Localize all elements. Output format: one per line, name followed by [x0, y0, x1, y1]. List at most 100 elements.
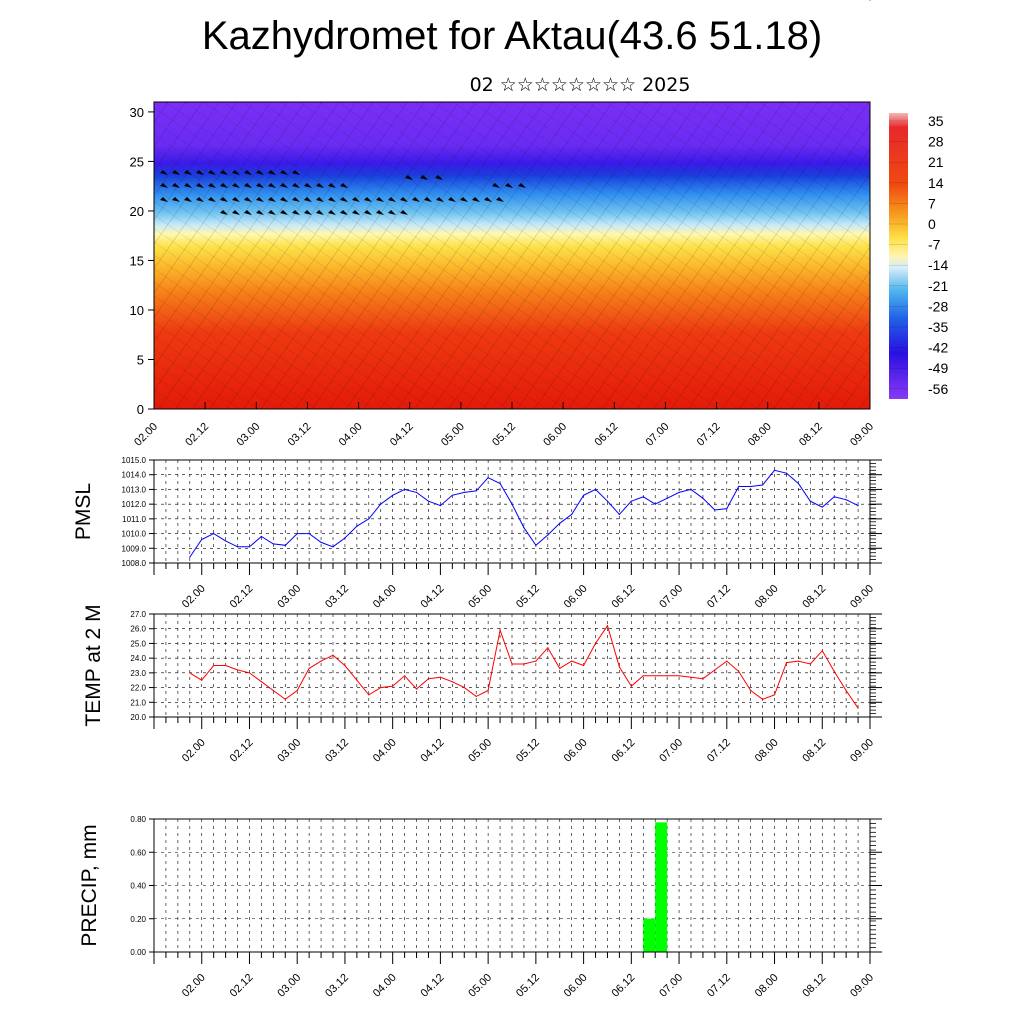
colorbar-label: 0 — [928, 216, 936, 232]
pmsl-data-point — [308, 532, 310, 535]
wind-barb-pennant — [340, 197, 348, 202]
x-tick-label: 07.12 — [705, 737, 733, 765]
pmsl-data-point — [630, 500, 632, 502]
wind-barb-pennant — [280, 183, 288, 188]
temp-frame — [153, 613, 871, 718]
wind-barb-pennant — [208, 197, 216, 202]
wind-barb-pennant — [172, 183, 180, 188]
wind-barb-pennant — [280, 170, 288, 175]
pmsl-data-point — [344, 537, 346, 539]
x-tick-label: 08.12 — [800, 583, 828, 611]
x-tick-label: 04.12 — [419, 737, 447, 765]
temp-data-point — [523, 663, 525, 665]
temp-data-point — [678, 675, 680, 677]
precip-panel: 0.00 0.20 0.40 0.60 0.80 PRECIP, mm 02.00 02.12… — [78, 815, 882, 1000]
y-tick-label: 1014.0 — [122, 471, 147, 480]
pmsl-data-point — [404, 488, 406, 491]
y-tick-label: 0.60 — [130, 848, 146, 857]
temp-data-point — [618, 666, 621, 668]
temp-data-point — [594, 642, 597, 645]
wind-barb-pennant — [376, 210, 384, 215]
temp-data-point — [320, 660, 322, 662]
temp-data-point — [439, 676, 441, 678]
x-tick-label: 05.00 — [466, 972, 494, 1000]
temp-data-point — [499, 629, 501, 631]
y-tick-label: 25.0 — [130, 639, 146, 648]
pmsl-data-point — [201, 538, 203, 541]
pmsl-data-point — [618, 513, 621, 516]
wind-barb-pennant — [352, 210, 360, 215]
wind-barb-pennant — [232, 170, 240, 175]
pmsl-y-axis-label: PMSL — [72, 483, 95, 540]
x-tick-label: 03.12 — [323, 972, 351, 1000]
temp-data-point — [284, 698, 286, 700]
x-tick-label: 07.00 — [657, 737, 685, 765]
x-tick-label: 06.12 — [610, 583, 638, 611]
temp-data-point — [547, 647, 549, 649]
pmsl-data-point — [583, 494, 585, 496]
pmsl-data-point — [368, 518, 370, 520]
wind-barb-pennant — [316, 183, 324, 188]
pmsl-data-point — [797, 482, 800, 485]
profile-panel: 0 5 10 15 20 25 30 02.00 02.12 03.00 03.12 04.00 04… — [130, 101, 876, 449]
pmsl-data-point — [666, 497, 668, 499]
pmsl-data-point — [487, 477, 489, 479]
wind-barb-pennant — [400, 197, 408, 202]
temp-data-point — [666, 675, 668, 677]
x-tick-label: 02.12 — [228, 583, 256, 611]
profile-x-tick-label: 03.12 — [286, 421, 314, 449]
x-tick-label: 04.12 — [419, 972, 447, 1000]
profile-y-tick-label: 30 — [130, 105, 144, 120]
wind-barb-pennant — [292, 183, 300, 188]
x-tick-label: 05.00 — [466, 737, 494, 765]
profile-y-tick-label: 25 — [130, 154, 144, 169]
wind-barb-pennant — [340, 210, 348, 215]
x-tick-label: 08.00 — [753, 737, 781, 765]
x-tick-label: 03.12 — [323, 737, 351, 765]
wind-barb-pennant — [184, 197, 192, 202]
temp-data-point — [427, 678, 430, 680]
y-tick-label: 26.0 — [130, 625, 146, 634]
temp-data-point — [272, 689, 274, 692]
pmsl-data-point — [559, 522, 561, 524]
pmsl-data-point — [702, 497, 704, 499]
temp-data-point — [654, 675, 656, 677]
wind-barb-pennant — [304, 183, 312, 188]
wind-barb-pennant — [280, 197, 288, 202]
temp-data-point — [857, 707, 859, 709]
y-tick-label: 0.00 — [130, 948, 146, 957]
x-tick-label: 06.00 — [562, 972, 590, 1000]
x-tick-label: 04.00 — [371, 972, 399, 1000]
temp-data-point — [869, 0, 871, 1]
profile-y-tick-label: 20 — [130, 204, 144, 219]
x-tick-label: 09.00 — [848, 972, 876, 1000]
chart-subtitle: 02 ☆☆☆☆☆☆☆☆ 2025 — [469, 74, 691, 96]
wind-barb-pennant — [352, 197, 360, 202]
wind-barb-pennant — [304, 210, 312, 215]
x-tick-label: 06.00 — [562, 583, 590, 611]
profile-x-tick-label: 02.12 — [183, 421, 211, 449]
pmsl-data-point — [225, 540, 227, 542]
x-tick-label: 02.00 — [180, 737, 208, 765]
x-tick-label: 08.12 — [800, 972, 828, 1000]
pmsl-data-point — [236, 546, 239, 548]
wind-barb-pennant — [328, 183, 336, 188]
pmsl-data-point — [296, 532, 298, 535]
pmsl-data-point — [571, 513, 573, 516]
temp-data-point — [702, 678, 704, 680]
wind-barb-pennant — [196, 183, 204, 188]
x-tick-label: 07.12 — [705, 972, 733, 1000]
wind-barb-pennant — [484, 197, 492, 202]
wind-barb-pennant — [244, 197, 252, 202]
wind-barb-pennant — [420, 175, 428, 180]
pmsl-data-point — [260, 535, 262, 538]
temp-data-point — [821, 650, 823, 652]
pmsl-data-point — [606, 500, 609, 502]
wind-barb-pennant — [220, 197, 228, 202]
colorbar-labels: 35 28 21 14 7 0 -7 -14 -21 -28 -35 -42 -49 -56 — [889, 113, 948, 397]
temp-data-point — [690, 676, 692, 678]
profile-y-axis: 0 5 10 15 20 25 30 — [130, 105, 154, 417]
wind-barb-pennant — [220, 170, 228, 175]
temp-data-point — [308, 667, 310, 670]
pmsl-data-point — [785, 472, 788, 474]
